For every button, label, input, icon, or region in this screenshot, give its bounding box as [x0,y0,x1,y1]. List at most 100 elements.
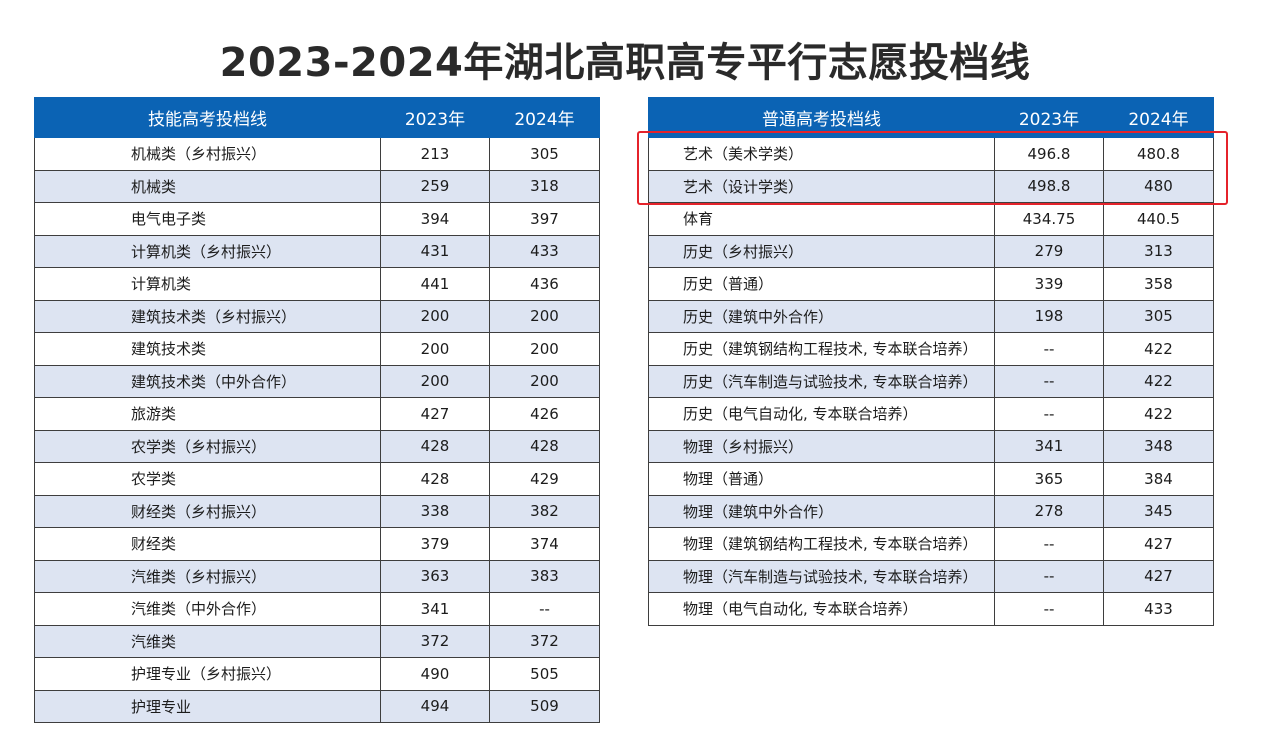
cell-2023: 338 [380,494,490,528]
cell-2024: 422 [1103,364,1214,398]
cell-category: 艺术（设计学类） [648,169,995,203]
cell-2024: 345 [1103,494,1214,528]
cell-category: 历史（建筑钢结构工程技术, 专本联合培养） [648,332,995,366]
cell-2023: 441 [380,267,490,301]
skills-exam-score-table: 技能高考投档线 2023年 2024年 机械类（乡村振兴） 213 305 机械类 25… [34,97,600,723]
cell-category: 护理专业 [34,689,381,723]
table-row: 计算机类 441 436 [34,267,600,301]
cell-2023: -- [994,397,1104,431]
cell-2024: 422 [1103,332,1214,366]
cell-category: 物理（电气自动化, 专本联合培养） [648,592,995,626]
table-row: 历史（建筑钢结构工程技术, 专本联合培养） -- 422 [648,332,1214,366]
cell-2024: -- [489,592,600,626]
cell-2023: 200 [380,299,490,333]
column-header-2024: 2024年 [489,97,600,138]
cell-2024: 313 [1103,234,1214,268]
cell-category: 计算机类 [34,267,381,301]
cell-category: 电气电子类 [34,202,381,236]
table-body: 艺术（美术学类） 496.8 480.8 艺术（设计学类） 498.8 480 体育 434.… [648,137,1214,626]
cell-2023: 279 [994,234,1104,268]
cell-2023: 198 [994,299,1104,333]
table-row: 建筑技术类（中外合作） 200 200 [34,364,600,398]
cell-2024: 433 [489,234,600,268]
cell-2023: -- [994,332,1104,366]
cell-category: 机械类（乡村振兴） [34,137,381,171]
cell-category: 汽维类 [34,624,381,658]
cell-2024: 358 [1103,267,1214,301]
cell-2024: 305 [489,137,600,171]
cell-2024: 200 [489,364,600,398]
cell-2023: 379 [380,527,490,561]
cell-2024: 348 [1103,429,1214,463]
cell-category: 物理（汽车制造与试验技术, 专本联合培养） [648,559,995,593]
table-row: 历史（乡村振兴） 279 313 [648,234,1214,268]
cell-2024: 428 [489,429,600,463]
cell-2023: 372 [380,624,490,658]
cell-category: 历史（乡村振兴） [648,234,995,268]
cell-2024: 436 [489,267,600,301]
cell-2023: 496.8 [994,137,1104,171]
cell-category: 财经类 [34,527,381,561]
cell-2023: 200 [380,332,490,366]
cell-category: 汽维类（乡村振兴） [34,559,381,593]
cell-2023: 490 [380,657,490,691]
cell-2024: 200 [489,332,600,366]
cell-category: 计算机类（乡村振兴） [34,234,381,268]
table-row: 历史（电气自动化, 专本联合培养） -- 422 [648,397,1214,431]
cell-category: 汽维类（中外合作） [34,592,381,626]
cell-2023: 428 [380,462,490,496]
cell-2024: 433 [1103,592,1214,626]
cell-2024: 200 [489,299,600,333]
cell-2024: 382 [489,494,600,528]
cell-2023: 339 [994,267,1104,301]
cell-2024: 505 [489,657,600,691]
table-row: 历史（建筑中外合作） 198 305 [648,299,1214,333]
table-row: 建筑技术类 200 200 [34,332,600,366]
cell-2023: 394 [380,202,490,236]
table-row: 旅游类 427 426 [34,397,600,431]
cell-2023: 363 [380,559,490,593]
cell-category: 历史（建筑中外合作） [648,299,995,333]
cell-2023: 365 [994,462,1104,496]
table-row: 护理专业 494 509 [34,689,600,723]
table-body: 机械类（乡村振兴） 213 305 机械类 259 318 电气电子类 394 397 计算机类（… [34,137,600,723]
table-row: 建筑技术类（乡村振兴） 200 200 [34,299,600,333]
table-row: 护理专业（乡村振兴） 490 505 [34,657,600,691]
highlight-box-art-rows [637,131,1228,205]
cell-category: 旅游类 [34,397,381,431]
cell-2023: 278 [994,494,1104,528]
table-row: 财经类 379 374 [34,527,600,561]
cell-category: 护理专业（乡村振兴） [34,657,381,691]
table-row: 物理（电气自动化, 专本联合培养） -- 433 [648,592,1214,626]
cell-2023: -- [994,559,1104,593]
table-row: 汽维类（中外合作） 341 -- [34,592,600,626]
cell-category: 艺术（美术学类） [648,137,995,171]
cell-2023: 434.75 [994,202,1104,236]
cell-category: 体育 [648,202,995,236]
table-row: 机械类 259 318 [34,169,600,203]
cell-2023: -- [994,364,1104,398]
cell-category: 历史（普通） [648,267,995,301]
table-row: 计算机类（乡村振兴） 431 433 [34,234,600,268]
cell-2023: 428 [380,429,490,463]
table-row: 财经类（乡村振兴） 338 382 [34,494,600,528]
page-title: 2023-2024年湖北高职高专平行志愿投档线 [219,40,1031,86]
cell-category: 建筑技术类（乡村振兴） [34,299,381,333]
table-row: 体育 434.75 440.5 [648,202,1214,236]
table-row: 机械类（乡村振兴） 213 305 [34,137,600,171]
cell-2024: 429 [489,462,600,496]
table-row: 物理（普通） 365 384 [648,462,1214,496]
table-header-row: 技能高考投档线 2023年 2024年 [34,97,600,138]
cell-2023: 494 [380,689,490,723]
cell-category: 历史（电气自动化, 专本联合培养） [648,397,995,431]
table-row: 物理（建筑钢结构工程技术, 专本联合培养） -- 427 [648,527,1214,561]
cell-category: 物理（建筑中外合作） [648,494,995,528]
table-row: 物理（乡村振兴） 341 348 [648,429,1214,463]
column-header-2023: 2023年 [380,97,490,138]
cell-2024: 440.5 [1103,202,1214,236]
cell-2024: 427 [1103,559,1214,593]
cell-2024: 509 [489,689,600,723]
cell-2024: 318 [489,169,600,203]
cell-2024: 305 [1103,299,1214,333]
cell-2023: 427 [380,397,490,431]
